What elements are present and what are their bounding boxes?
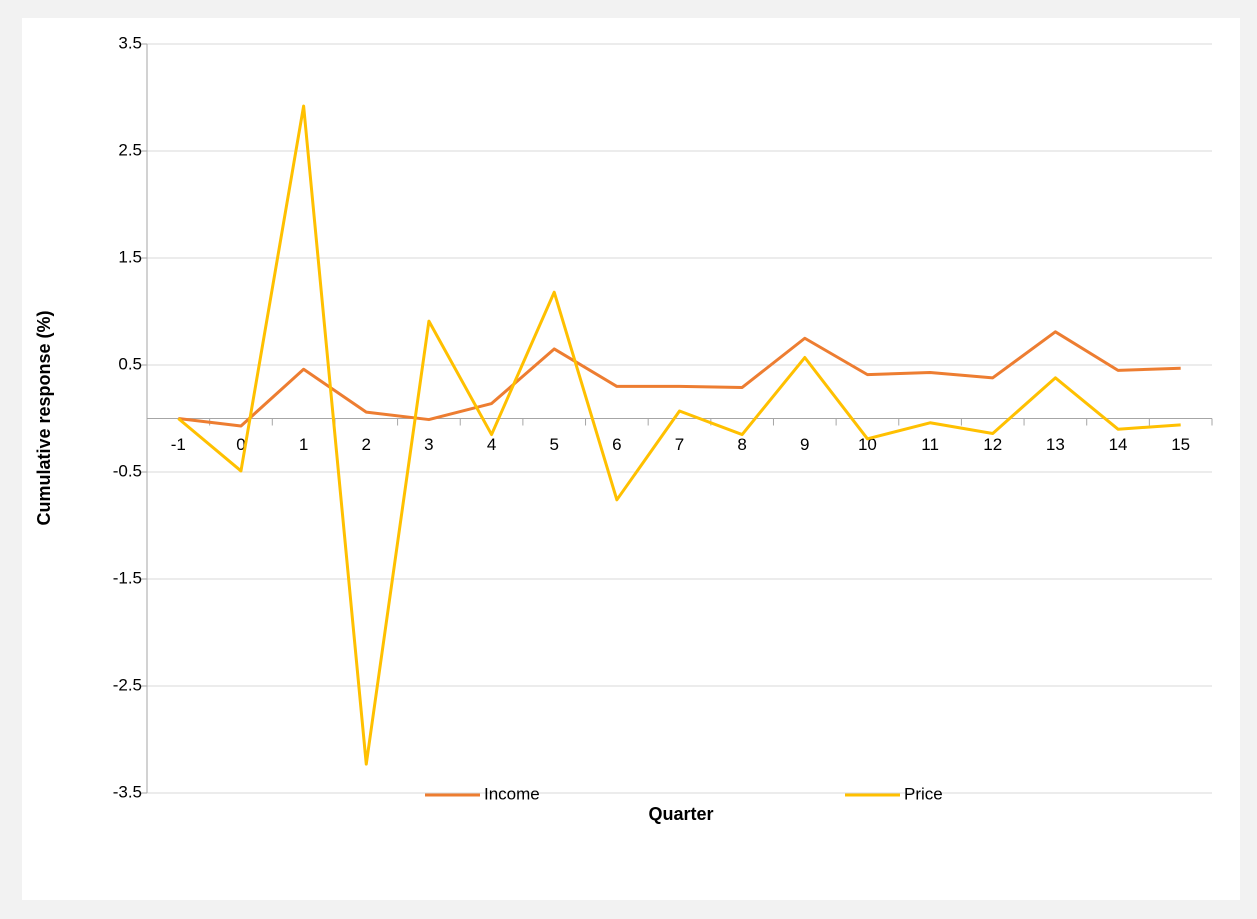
x-tick-label: 3 [424, 435, 433, 454]
x-tick-label: 10 [858, 435, 877, 454]
data-line [177, 104, 1181, 766]
x-axis-title: Quarter [648, 804, 713, 824]
y-tick-label: 1.5 [118, 247, 142, 266]
y-tick-label: 0.5 [118, 354, 142, 373]
x-tick-label: 15 [1171, 435, 1190, 454]
x-tick-label: 5 [549, 435, 558, 454]
y-tick-label: -3.5 [113, 782, 142, 801]
data-line [178, 330, 1181, 428]
x-tick-label: 6 [612, 435, 621, 454]
y-axis-title: Cumulative response (%) [34, 310, 54, 525]
x-tick-label: 7 [675, 435, 684, 454]
legend-label: Income [484, 784, 540, 803]
y-tick-label: 3.5 [118, 33, 142, 52]
x-tick-label: 14 [1109, 435, 1128, 454]
x-tick-label: -1 [171, 435, 186, 454]
y-tick-label: -2.5 [113, 675, 142, 694]
y-tick-label: -1.5 [113, 568, 142, 587]
x-tick-label: 13 [1046, 435, 1065, 454]
legend-label: Price [904, 784, 943, 803]
x-tick-label: 4 [487, 435, 496, 454]
x-tick-label: 1 [299, 435, 308, 454]
x-tick-label: 11 [921, 435, 939, 454]
x-tick-label: 8 [737, 435, 746, 454]
x-tick-label: 12 [983, 435, 1002, 454]
x-tick-label: 2 [362, 435, 371, 454]
y-tick-label: -0.5 [113, 461, 142, 480]
y-tick-label: 2.5 [118, 140, 142, 159]
x-tick-label: 0 [236, 435, 245, 454]
chart-panel [22, 18, 1240, 900]
x-tick-label: 9 [800, 435, 809, 454]
